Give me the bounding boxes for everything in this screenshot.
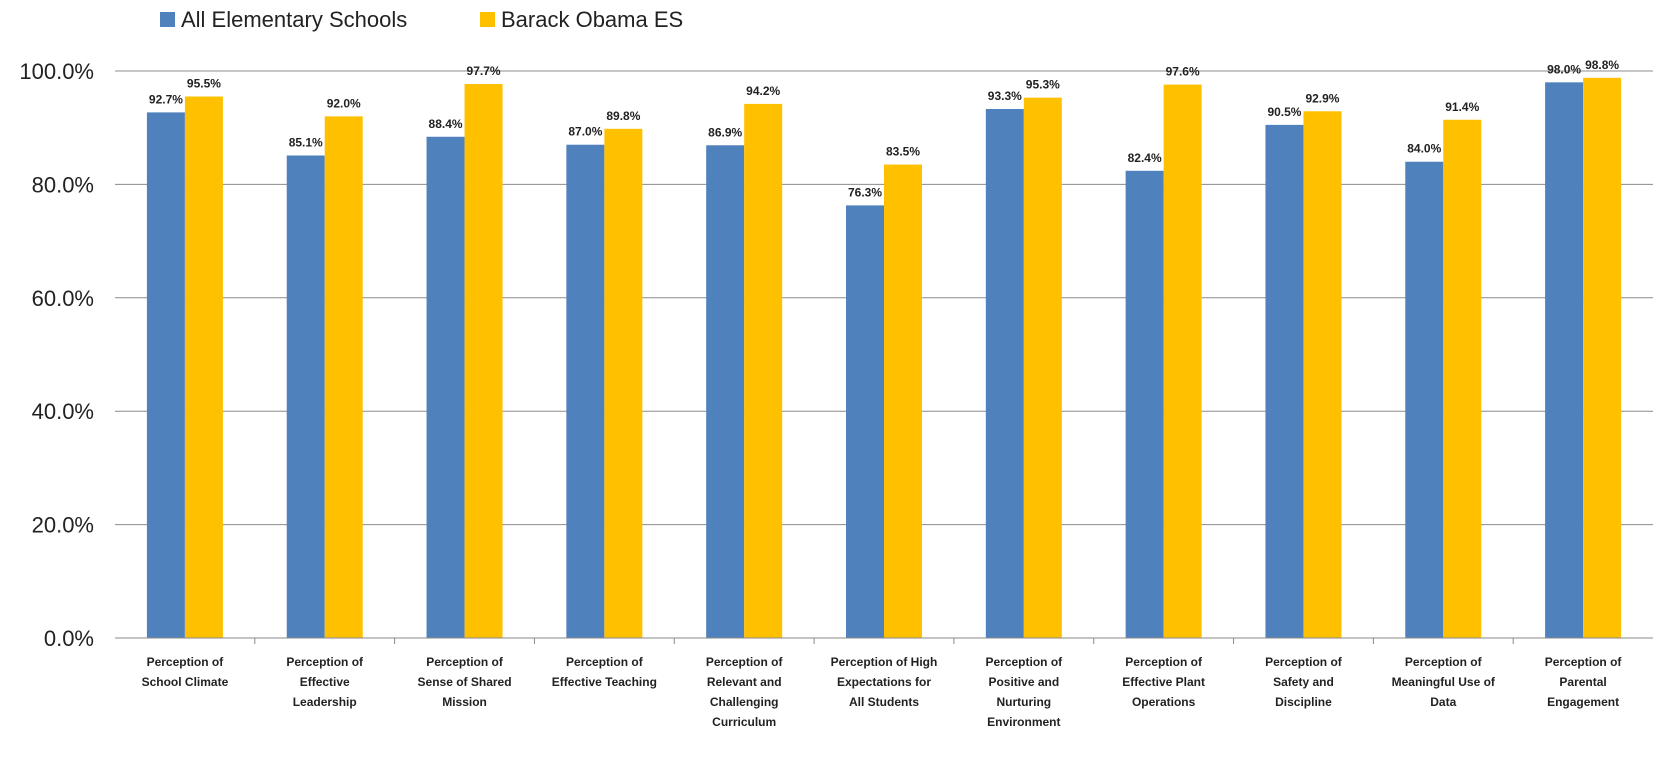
x-tick-label: Perception of (1405, 655, 1483, 669)
legend-swatch-all-elementary-schools (160, 12, 175, 27)
y-tick-label: 80.0% (32, 172, 94, 197)
bar-all-elementary-schools (566, 144, 605, 638)
legend-swatch-barack-obama-es (480, 12, 495, 27)
bar-barack-obama-es (884, 164, 922, 638)
x-tick-label: Effective (300, 675, 350, 689)
x-tick-label: Operations (1132, 695, 1196, 709)
legend-label-all-elementary-schools: All Elementary Schools (181, 7, 407, 32)
data-labels: 92.7% 95.5% 85.1% 92.0% 88.4% 97.7% 87.0% 89.8%… (149, 58, 1620, 200)
data-label-barack-obama-es: 92.9% (1305, 91, 1339, 105)
data-label-all-elementary-schools: 90.5% (1267, 105, 1301, 119)
data-label-all-elementary-schools: 84.0% (1407, 142, 1441, 156)
x-tick-label: Perception of (566, 655, 644, 669)
data-label-barack-obama-es: 92.0% (327, 96, 361, 110)
bar-all-elementary-schools (146, 112, 185, 639)
data-label-all-elementary-schools: 86.9% (708, 125, 742, 139)
legend: All Elementary Schools Barack Obama ES (160, 7, 683, 32)
x-tick-label: Effective Plant (1122, 675, 1205, 689)
x-axis: Perception of School Climate Perception of… (142, 638, 1623, 729)
bar-barack-obama-es (1583, 77, 1622, 638)
bar-all-elementary-schools (1125, 170, 1164, 639)
data-label-all-elementary-schools: 87.0% (568, 125, 602, 139)
x-tick-label: Challenging (710, 695, 779, 709)
y-axis: 0.0% 20.0% 40.0% 60.0% 80.0% 100.0% (19, 59, 94, 651)
bar-barack-obama-es (324, 116, 363, 639)
data-label-barack-obama-es: 97.7% (467, 64, 501, 78)
x-tick-label: Positive and (988, 675, 1059, 689)
y-tick-label: 20.0% (32, 513, 94, 538)
x-tick-label: Data (1430, 695, 1456, 709)
bar-barack-obama-es (1303, 111, 1342, 638)
data-label-barack-obama-es: 98.8% (1585, 58, 1619, 72)
data-label-barack-obama-es: 95.5% (187, 77, 221, 91)
x-tick-label: Sense of Shared (418, 675, 512, 689)
bar-barack-obama-es (184, 96, 223, 638)
x-tick-label: Perception of (147, 655, 225, 669)
y-tick-label: 40.0% (32, 399, 94, 424)
x-tick-label: Mission (442, 695, 487, 709)
bar-barack-obama-es (464, 84, 503, 638)
x-tick-label: Engagement (1547, 695, 1619, 709)
bar-all-elementary-schools (846, 205, 884, 638)
data-label-barack-obama-es: 83.5% (886, 145, 920, 159)
x-tick-label: Leadership (293, 695, 357, 709)
x-tick-label: Environment (987, 715, 1060, 729)
data-label-all-elementary-schools: 85.1% (289, 135, 323, 149)
data-label-barack-obama-es: 95.3% (1026, 78, 1060, 92)
bar-all-elementary-schools (706, 145, 745, 639)
x-tick-label: Nurturing (996, 695, 1051, 709)
x-tick-label: Perception of (706, 655, 784, 669)
data-label-all-elementary-schools: 82.4% (1128, 151, 1162, 165)
legend-label-barack-obama-es: Barack Obama ES (501, 7, 683, 32)
x-tick-label: Relevant and (707, 675, 782, 689)
data-label-barack-obama-es: 94.2% (746, 84, 780, 98)
x-tick-label: School Climate (142, 675, 229, 689)
x-tick-label: All Students (849, 695, 919, 709)
data-label-all-elementary-schools: 88.4% (429, 117, 463, 131)
x-tick-label: Perception of (426, 655, 504, 669)
x-tick-label: Perception of (286, 655, 364, 669)
data-label-all-elementary-schools: 92.7% (149, 92, 183, 106)
bar-barack-obama-es (604, 128, 643, 639)
bar-all-elementary-schools (985, 108, 1024, 638)
bar-barack-obama-es (744, 103, 783, 639)
x-tick-label: Perception of High (831, 655, 938, 669)
data-label-all-elementary-schools: 76.3% (848, 185, 882, 199)
data-label-barack-obama-es: 89.8% (606, 109, 640, 123)
x-tick-label: Safety and (1273, 675, 1334, 689)
bar-all-elementary-schools (426, 136, 465, 638)
bar-barack-obama-es (1443, 119, 1482, 638)
bar-barack-obama-es (1163, 84, 1202, 638)
x-tick-label: Perception of (1545, 655, 1623, 669)
y-tick-label: 60.0% (32, 286, 94, 311)
data-label-all-elementary-schools: 98.0% (1547, 62, 1581, 76)
bar-all-elementary-schools (286, 155, 325, 638)
x-tick-label: Perception of (1125, 655, 1203, 669)
x-tick-label: Curriculum (712, 715, 776, 729)
x-tick-label: Effective Teaching (552, 675, 657, 689)
x-tick-label: Meaningful Use of (1392, 675, 1496, 689)
x-tick-label: Perception of (1265, 655, 1343, 669)
bar-all-elementary-schools (1405, 161, 1444, 638)
x-tick-label: Discipline (1275, 695, 1332, 709)
data-label-all-elementary-schools: 93.3% (988, 89, 1022, 103)
y-tick-label: 100.0% (19, 59, 94, 84)
bar-all-elementary-schools (1545, 82, 1584, 639)
data-label-barack-obama-es: 97.6% (1166, 65, 1200, 79)
data-label-barack-obama-es: 91.4% (1445, 100, 1479, 114)
x-tick-label: Parental (1559, 675, 1606, 689)
bar-all-elementary-schools (1265, 124, 1304, 639)
x-tick-label: Perception of (985, 655, 1063, 669)
x-tick-label: Expectations for (837, 675, 931, 689)
bar-barack-obama-es (1023, 97, 1062, 639)
y-tick-label: 0.0% (44, 626, 94, 651)
bars (146, 77, 1622, 639)
